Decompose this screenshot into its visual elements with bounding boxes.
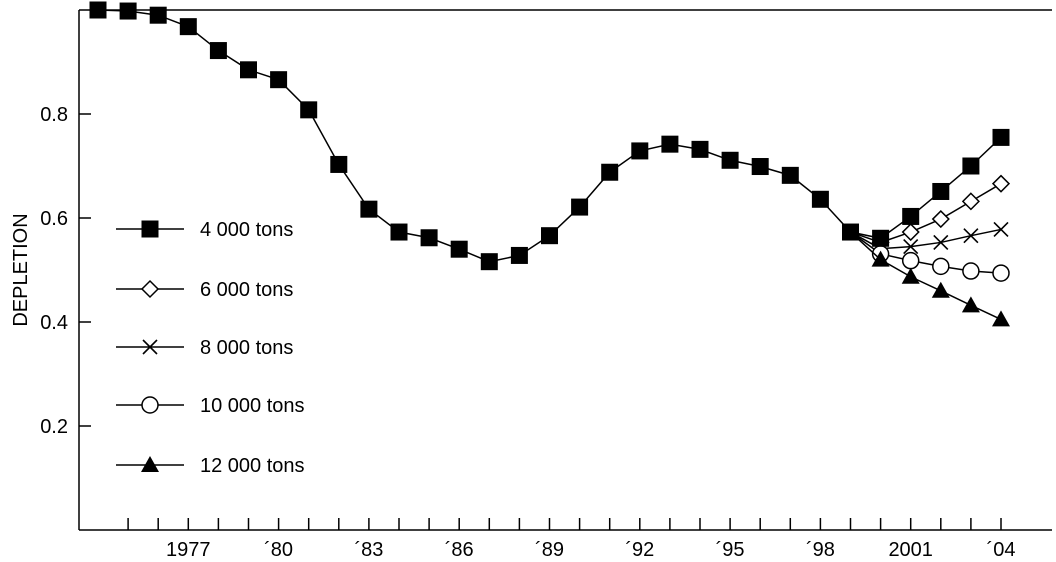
y-tick-label: 0.6 <box>40 208 68 230</box>
data-point <box>962 157 980 175</box>
data-point <box>240 61 257 79</box>
legend-label: 12 000 tons <box>200 455 305 477</box>
x-tick-label: ´80 <box>264 539 293 561</box>
legend-marker <box>140 279 160 299</box>
data-point <box>871 250 890 267</box>
data-point <box>360 200 378 218</box>
legend-marker <box>141 396 159 414</box>
data-point <box>420 229 438 247</box>
x-axis-ticks: 1977 ´80 ´83 ´86 ´89 ´92 ´95 ´98 2001 ´04 <box>127 518 1016 561</box>
data-point <box>751 158 769 176</box>
y-tick-label: 0.8 <box>40 104 68 126</box>
x-tick-label: 2001 <box>888 539 933 561</box>
legend: 4 000 tons 6 000 tons 8 000 tons 10 000 ton… <box>116 219 305 477</box>
x-tick-label: ´89 <box>535 539 564 561</box>
data-point <box>149 6 167 24</box>
legend-entry: 8 000 tons <box>116 337 293 359</box>
data-point <box>631 142 649 160</box>
y-tick-label: 0.2 <box>40 416 68 438</box>
data-point <box>961 192 980 211</box>
data-point <box>992 310 1010 327</box>
data-point <box>933 234 949 251</box>
x-tick-label: ´04 <box>987 539 1016 561</box>
data-point <box>179 18 197 36</box>
data-point <box>961 296 980 313</box>
legend-entry: 10 000 tons <box>116 395 305 417</box>
data-point <box>89 1 107 19</box>
data-point <box>300 101 318 119</box>
data-point <box>781 166 799 184</box>
legend-entry: 12 000 tons <box>116 455 305 477</box>
data-point <box>270 71 288 89</box>
data-point <box>119 2 137 20</box>
legend-marker <box>142 339 158 355</box>
y-tick-label: 0.4 <box>40 312 68 334</box>
series-layer <box>89 1 1011 327</box>
data-point <box>661 135 679 153</box>
data-point <box>992 264 1010 282</box>
x-tick-label: 1977 <box>166 539 211 561</box>
legend-marker <box>141 456 159 472</box>
data-point <box>901 267 920 284</box>
series-12-000-tons <box>849 231 1010 327</box>
data-point <box>931 209 950 229</box>
data-point <box>601 163 619 181</box>
data-point <box>931 281 950 298</box>
data-point <box>902 207 920 225</box>
legend-entry: 6 000 tons <box>116 279 293 301</box>
legend-label: 8 000 tons <box>200 337 293 359</box>
data-point <box>209 42 227 60</box>
data-point <box>993 221 1009 238</box>
legend-label: 10 000 tons <box>200 395 305 417</box>
data-point <box>390 223 408 241</box>
data-point <box>962 262 980 280</box>
legend-marker <box>141 220 159 238</box>
data-point <box>992 128 1010 146</box>
legend-label: 4 000 tons <box>200 219 293 241</box>
data-point <box>872 229 890 247</box>
data-point <box>901 222 920 242</box>
data-point <box>480 253 498 271</box>
data-point <box>903 239 919 255</box>
legend-entry: 4 000 tons <box>116 219 293 241</box>
data-point <box>330 155 348 173</box>
x-tick-label: ´98 <box>806 539 835 561</box>
x-tick-label: ´83 <box>354 539 383 561</box>
x-tick-label: ´95 <box>716 539 745 561</box>
y-axis-ticks: 0.2 0.4 0.6 0.8 <box>40 104 91 438</box>
x-tick-label: ´92 <box>625 539 654 561</box>
data-point <box>450 240 468 258</box>
data-point <box>932 257 950 276</box>
series-4-000-tons <box>89 1 1010 271</box>
data-point <box>901 251 920 270</box>
legend-label: 6 000 tons <box>200 279 293 301</box>
data-point <box>721 151 739 169</box>
data-point <box>571 198 589 216</box>
y-axis-title: DEPLETION <box>10 213 32 326</box>
data-point <box>932 182 950 200</box>
data-point <box>963 228 979 244</box>
plot-frame <box>78 9 1052 531</box>
data-point <box>510 246 528 264</box>
data-point <box>541 227 558 245</box>
data-point <box>991 174 1011 193</box>
x-tick-label: ´86 <box>445 539 474 561</box>
data-point <box>811 190 829 208</box>
data-point <box>691 140 709 158</box>
data-point <box>842 223 859 241</box>
